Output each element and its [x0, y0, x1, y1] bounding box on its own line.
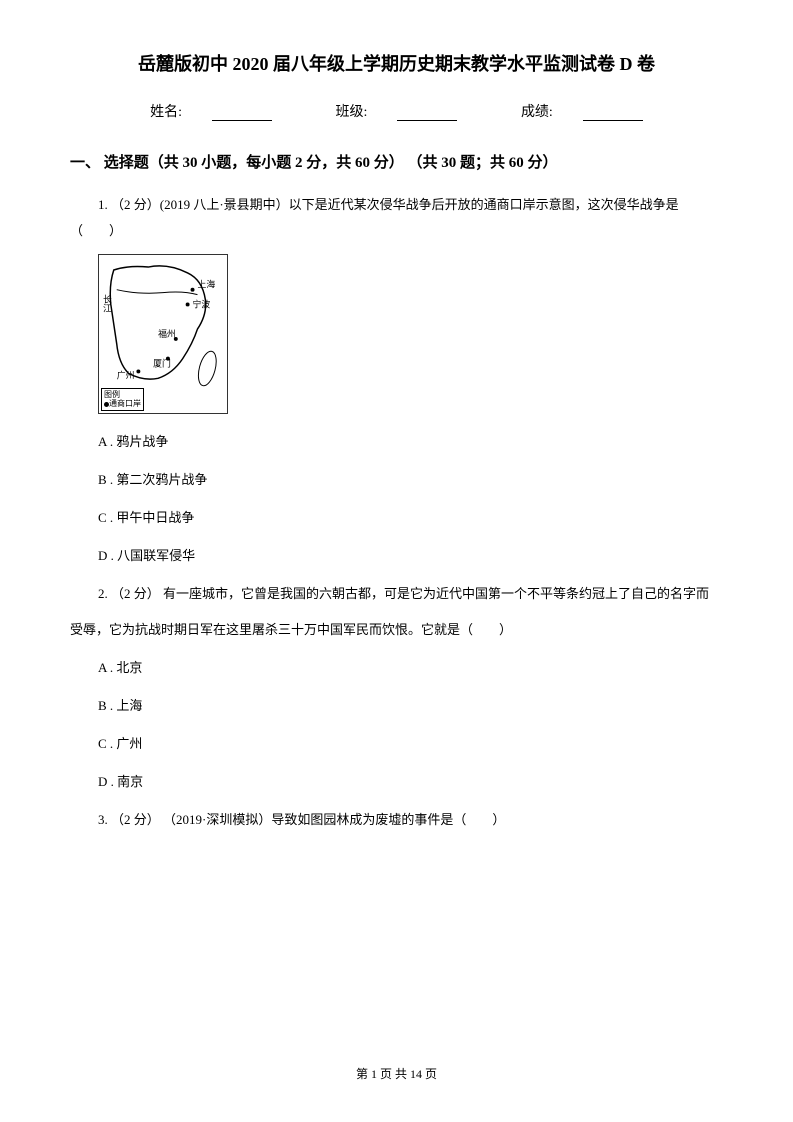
q2-option-d[interactable]: D . 南京 — [98, 769, 723, 795]
q1-option-c[interactable]: C . 甲午中日战争 — [98, 505, 723, 531]
map-label-xiamen: 厦门 — [153, 357, 171, 368]
question-2-text-line1: 2. （2 分） 有一座城市，它曾是我国的六朝古都，可是它为近代中国第一个不平等… — [70, 581, 723, 607]
map-label-guangzhou: 广州 — [117, 369, 135, 380]
map-legend: 图例 通商口岸 — [101, 388, 144, 411]
map-label-ningbo: 宁波 — [193, 298, 211, 309]
class-label: 班级: — [321, 105, 473, 120]
question-2-text-line2: 受辱，它为抗战时期日军在这里屠杀三十万中国军民而饮恨。它就是（ ） — [70, 617, 723, 643]
q2-option-a[interactable]: A . 北京 — [98, 655, 723, 681]
section-1-header: 一、 选择题（共 30 小题，每小题 2 分，共 60 分） （共 30 题；共… — [70, 151, 723, 172]
page-footer: 第 1 页 共 14 页 — [0, 1065, 793, 1082]
question-1-text: 1. （2 分）(2019 八上·景县期中）以下是近代某次侵华战争后开放的通商口… — [70, 192, 723, 244]
name-blank[interactable] — [212, 107, 272, 121]
q1-option-b[interactable]: B . 第二次鸦片战争 — [98, 467, 723, 493]
name-label: 姓名: — [135, 105, 287, 120]
map-label-shanghai: 上海 — [197, 279, 215, 290]
question-3-text: 3. （2 分） （2019·深圳模拟）导致如图园林成为废墟的事件是（ ） — [70, 807, 723, 833]
score-label: 成绩: — [506, 105, 658, 120]
q2-option-c[interactable]: C . 广州 — [98, 731, 723, 757]
q1-option-d[interactable]: D . 八国联军侵华 — [98, 543, 723, 569]
class-blank[interactable] — [397, 107, 457, 121]
q1-option-a[interactable]: A . 鸦片战争 — [98, 429, 723, 455]
map-label-fuzhou: 福州 — [158, 328, 176, 339]
question-1-map: 上海 宁波 福州 厦门 广州 长江 图例 通商口岸 — [98, 254, 228, 414]
exam-title: 岳麓版初中 2020 届八年级上学期历史期末教学水平监测试卷 D 卷 — [70, 50, 723, 76]
q2-option-b[interactable]: B . 上海 — [98, 693, 723, 719]
student-info-line: 姓名: 班级: 成绩: — [70, 101, 723, 121]
map-label-changjiang: 长江 — [102, 293, 112, 313]
score-blank[interactable] — [583, 107, 643, 121]
